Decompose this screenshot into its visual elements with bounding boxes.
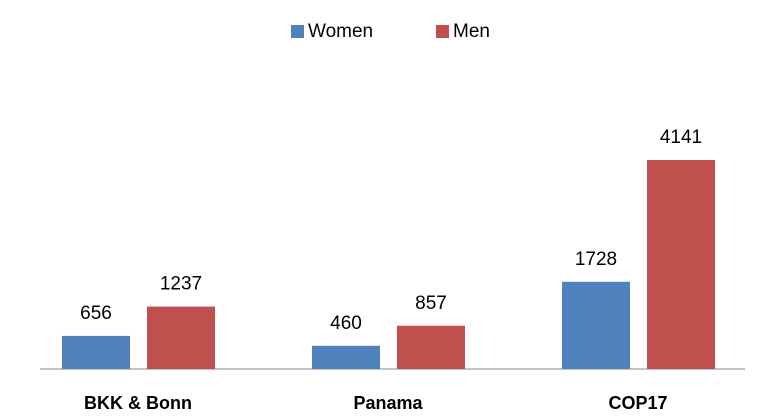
legend-label: Women — [308, 21, 373, 42]
bar — [147, 306, 215, 369]
bar — [647, 160, 715, 369]
legend-label: Men — [453, 21, 490, 42]
bar — [312, 345, 380, 369]
data-label: 460 — [330, 313, 362, 334]
data-label: 1237 — [160, 274, 202, 295]
data-label: 857 — [415, 293, 447, 314]
bar — [562, 281, 630, 369]
data-label: 1728 — [575, 249, 617, 270]
legend-swatch — [436, 25, 449, 38]
x-tick-label: COP17 — [608, 393, 667, 413]
bar — [62, 335, 130, 369]
x-tick-label: Panama — [353, 393, 423, 413]
bar — [397, 325, 465, 369]
legend-swatch — [291, 25, 304, 38]
data-label: 656 — [80, 303, 112, 324]
data-label: 4141 — [660, 127, 702, 148]
x-tick-label: BKK & Bonn — [84, 393, 192, 413]
